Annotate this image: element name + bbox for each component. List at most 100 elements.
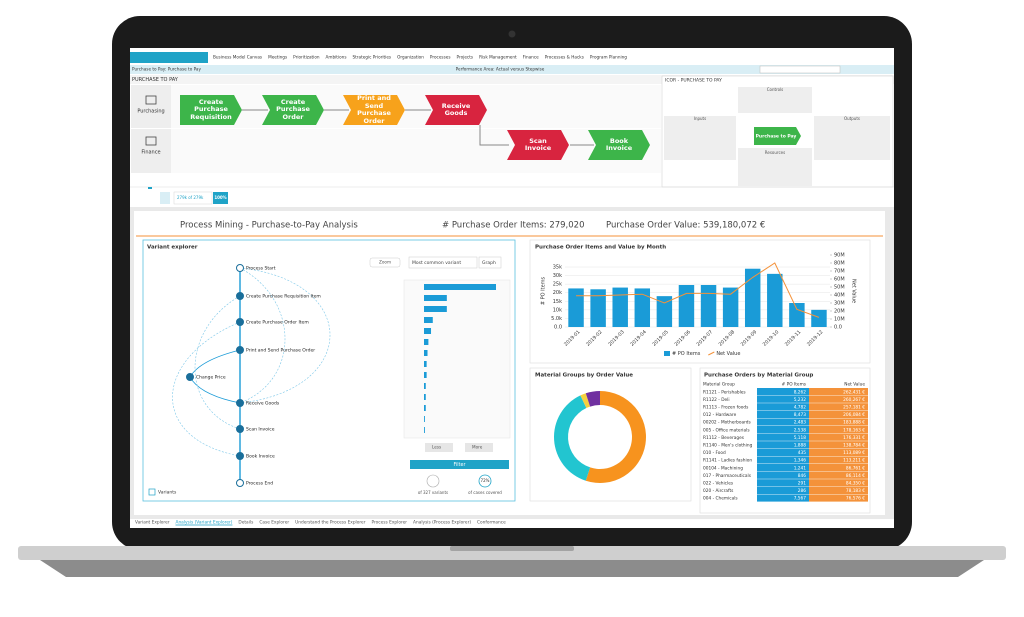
table-cell: 004 - Chemicals	[703, 496, 738, 502]
process-step-text: Print and Send Purchase Order	[357, 95, 391, 125]
section-title: PURCHASE TO PAY	[132, 77, 179, 83]
table-cell: 435	[798, 450, 806, 456]
bar	[722, 287, 739, 327]
nav-item[interactable]: Ambitions	[326, 55, 347, 60]
caption: of 327 variants	[418, 490, 448, 495]
graph-node[interactable]	[236, 425, 244, 433]
context-label: Purchase to Pay: Purchase to Pay	[132, 67, 201, 72]
graph-node[interactable]	[236, 292, 244, 300]
filter-label: Filter	[454, 462, 466, 468]
nav-item[interactable]: Projects	[457, 55, 474, 60]
toolbar-button[interactable]	[160, 192, 170, 204]
lane	[171, 129, 661, 173]
tab[interactable]: Conformance	[477, 520, 506, 526]
nav-item[interactable]: Risk Management	[479, 55, 517, 60]
table-cell: 010 - Food	[703, 450, 726, 456]
toolbar-percent-box[interactable]	[213, 192, 228, 204]
nav-item[interactable]: Program Planning	[590, 55, 627, 60]
nav-bar	[130, 52, 894, 63]
cell-bg	[809, 479, 868, 487]
bar	[678, 285, 695, 327]
process-step[interactable]	[180, 95, 242, 125]
process-step-text: Book Invoice	[605, 136, 633, 152]
lane-icon	[145, 136, 157, 146]
table-cell: R1121 - Perishables	[703, 389, 746, 395]
toolbar-percent: 100%	[214, 195, 226, 200]
table-cell: 5,232	[794, 397, 807, 403]
cell-bg	[809, 426, 868, 434]
nav-item[interactable]: Organization	[397, 55, 424, 60]
nav-icons[interactable]	[130, 52, 208, 63]
table-cell: 1,346	[794, 458, 807, 464]
stepper[interactable]	[426, 474, 440, 488]
icor-label: Controls	[767, 87, 784, 92]
table-title: Purchase Orders by Material Group	[704, 373, 813, 379]
variant-list	[403, 279, 511, 439]
tab[interactable]: Analysis (Variant Explorer)	[176, 520, 233, 526]
filter-button[interactable]	[410, 460, 509, 469]
table-cell: 017 - Pharmaceuticals	[703, 473, 752, 479]
zoom-control[interactable]	[369, 257, 401, 268]
nav-item[interactable]: Finance	[523, 55, 539, 60]
more-button[interactable]	[465, 443, 493, 452]
less-button[interactable]	[425, 443, 453, 452]
zoom-label: Zoom	[379, 260, 391, 265]
nav-item[interactable]: Processes	[430, 55, 451, 60]
graph-node[interactable]	[236, 318, 244, 326]
tab[interactable]: Analysis (Process Explorer)	[413, 520, 471, 526]
y-tick-label: 30k	[553, 273, 562, 279]
more-label: More	[472, 445, 483, 450]
tab[interactable]: Variant Explorer	[135, 520, 170, 526]
camera	[508, 30, 516, 38]
tab[interactable]: Understand the Process Explorer	[295, 520, 366, 526]
chart-title: Purchase Order Items and Value by Month	[535, 245, 666, 251]
y-tick-label: 25k	[553, 282, 562, 288]
process-step[interactable]	[343, 95, 405, 125]
cell-bg	[809, 471, 868, 479]
graph-node[interactable]	[236, 264, 244, 272]
nav-item[interactable]: Processes & Hacks	[545, 55, 584, 60]
y2-tick-label: 10M	[834, 317, 845, 323]
toolbar-filter[interactable]	[173, 191, 213, 205]
process-step-text: Create Purchase Requisition	[190, 97, 232, 121]
table-cell: 020 - Aircrafts	[703, 488, 734, 494]
caption: of cases covered	[468, 490, 502, 495]
y2-tick-label: 0.0	[834, 325, 842, 331]
y2-tick-label: 60M	[834, 277, 845, 283]
graph-node[interactable]	[236, 399, 244, 407]
legend-swatch	[708, 351, 715, 356]
table-cell: 012 - Hardware	[703, 412, 737, 418]
process-step[interactable]	[425, 95, 487, 125]
table-cell: 78,183 €	[846, 488, 865, 494]
nav-item[interactable]: Business Model Canvas	[213, 55, 262, 60]
nav-item[interactable]: Prioritization	[293, 55, 320, 60]
tab[interactable]: Case Explorer	[259, 520, 289, 526]
view-select[interactable]	[478, 256, 502, 269]
footer-label: Variants	[158, 490, 177, 496]
graph-node[interactable]	[236, 346, 244, 354]
table-cell: 84,350 €	[846, 481, 865, 487]
graph-node[interactable]	[236, 452, 244, 460]
tab[interactable]: Process Explorer	[371, 520, 407, 526]
process-step-label: Scan Invoice	[525, 137, 551, 152]
graph-node[interactable]	[236, 479, 244, 487]
tab[interactable]: Details	[238, 520, 254, 526]
process-step[interactable]	[262, 95, 324, 125]
nav-item[interactable]: Strategic Priorities	[353, 55, 392, 60]
bar	[811, 309, 827, 327]
nav-item[interactable]: Meetings	[268, 55, 287, 60]
section-header	[130, 75, 894, 84]
process-step[interactable]	[588, 130, 650, 160]
cell-bg	[809, 433, 868, 441]
variant-select[interactable]	[408, 256, 478, 269]
graph-node[interactable]	[186, 373, 194, 381]
cell-bg	[757, 486, 809, 494]
y-tick-label: 20k	[553, 290, 562, 296]
process-step[interactable]	[507, 130, 569, 160]
search-box[interactable]	[759, 65, 841, 74]
cell-bg	[809, 486, 868, 494]
cell-bg	[809, 388, 868, 396]
icor-process[interactable]	[754, 127, 801, 145]
table-cell: 76,576 €	[846, 496, 865, 502]
variant-bar	[424, 284, 496, 290]
